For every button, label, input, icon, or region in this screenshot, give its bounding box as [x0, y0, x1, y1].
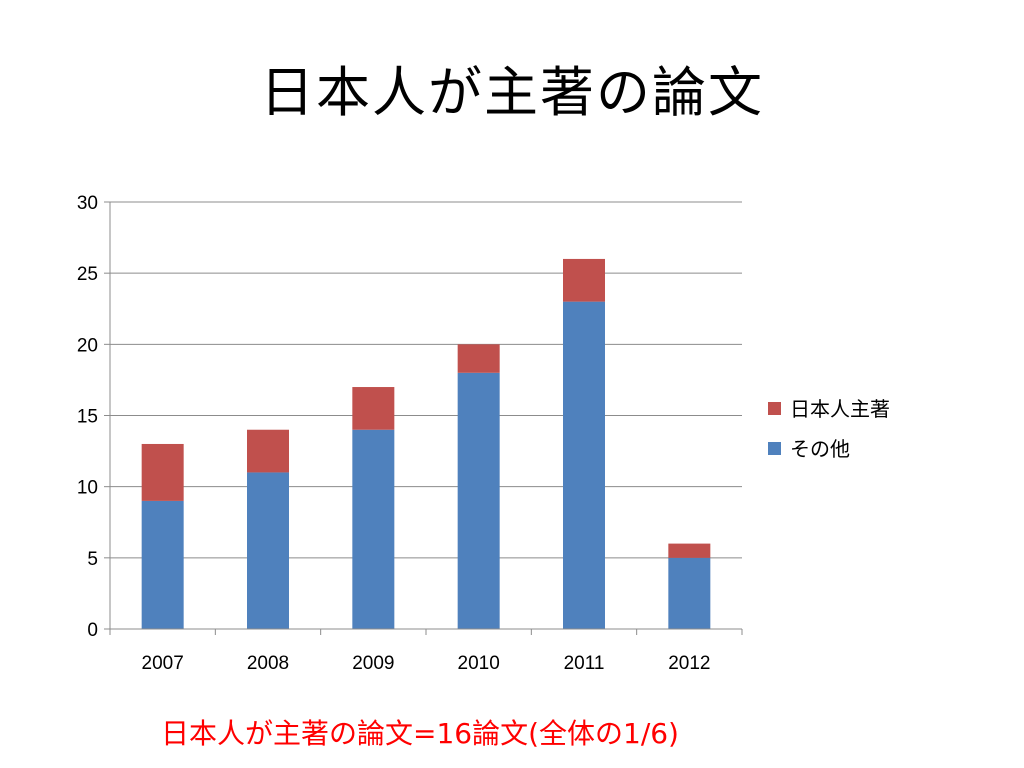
x-tick-label: 2011 — [564, 653, 605, 674]
bar-japanese-2010 — [457, 344, 500, 373]
x-tick-label: 2009 — [352, 653, 394, 674]
bar-japanese-2012 — [668, 543, 711, 558]
x-tick-label: 2007 — [142, 653, 184, 674]
slide-title: 日本人が主著の論文 — [260, 61, 764, 124]
legend-swatch — [768, 442, 781, 455]
x-tick-label: 2008 — [247, 653, 289, 674]
y-tick-label: 15 — [77, 407, 98, 428]
y-tick-label: 25 — [77, 264, 98, 285]
bar-other-2011 — [563, 301, 605, 629]
bar-other-2010 — [457, 372, 500, 629]
gridlines — [110, 201, 742, 559]
axes: 0 5 10 15 20 25 30 2007 2008 2009 2010 2011 2012 — [77, 193, 743, 674]
y-tick-label: 20 — [77, 335, 98, 356]
legend-swatch — [768, 402, 781, 415]
x-tick-label: 2010 — [458, 653, 500, 674]
y-tick-label: 10 — [77, 478, 98, 499]
y-tick-label: 5 — [87, 549, 98, 570]
legend-label: その他 — [790, 437, 850, 461]
bar-other-2007 — [141, 500, 184, 629]
y-tick-label: 0 — [87, 620, 98, 641]
bar-japanese-2008 — [247, 429, 289, 473]
y-tick-label: 30 — [77, 193, 98, 214]
bar-other-2008 — [247, 472, 289, 629]
bar-other-2009 — [352, 429, 395, 629]
bar-japanese-2007 — [141, 443, 184, 501]
bar-other-2012 — [668, 557, 711, 629]
legend-label: 日本人主著 — [790, 397, 890, 421]
bar-japanese-2011 — [563, 258, 605, 302]
bar-japanese-2009 — [352, 387, 395, 430]
bars — [141, 258, 711, 629]
footnote: 日本人が主著の論文=16論文(全体の1/6) — [160, 717, 679, 750]
x-tick-label: 2012 — [668, 653, 710, 674]
